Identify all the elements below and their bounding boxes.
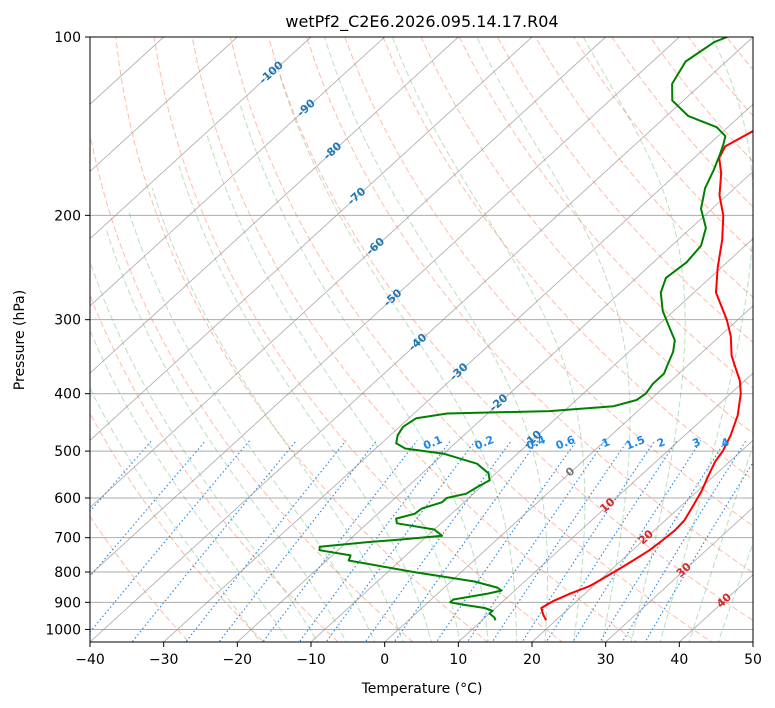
dry-adiabat [90, 515, 190, 642]
isotherm [90, 37, 533, 441]
moist-adiabat [105, 227, 347, 642]
y-tick-label: 700 [54, 531, 81, 547]
moist-adiabat [582, 37, 686, 642]
isotherm [90, 37, 606, 509]
y-axis-ticks: 100 200 300 400 500 600 700 800 900 1000 [45, 30, 90, 638]
isotherm [531, 439, 753, 642]
dry-adiabat [115, 37, 489, 642]
inline-labels: -100-90-80-70-60-50-40-30-20-10010203040… [257, 58, 735, 610]
y-tick-label: 100 [54, 30, 81, 46]
x-axis-label: Temperature (°C) [361, 681, 483, 697]
mixing-ratio-line [364, 440, 512, 642]
mixing-ratio-line [131, 440, 297, 642]
isotherm [310, 238, 753, 642]
mixing-ratio-line [521, 440, 656, 642]
x-tick-label: −20 [223, 652, 253, 668]
isotherm [605, 506, 753, 642]
isotherm [90, 37, 680, 576]
isotherm [384, 305, 753, 642]
dry-adiabat [229, 37, 713, 642]
isotherm [90, 37, 238, 173]
y-tick-label: 1000 [45, 622, 81, 638]
x-tick-label: −10 [296, 652, 326, 668]
moist-adiabat [205, 132, 461, 642]
mixing-ratio-line [90, 440, 251, 633]
plot-frame [89, 36, 754, 643]
isotherm [90, 37, 753, 642]
dry-adiabat [90, 412, 265, 642]
dry-adiabat [382, 37, 753, 481]
x-tick-label: −30 [149, 652, 179, 668]
isotherms [90, 37, 753, 642]
dry-adiabat [267, 37, 753, 622]
isotherm [90, 37, 459, 374]
mixing-ratio-line [491, 440, 629, 642]
x-tick-label: 0 [380, 652, 389, 668]
y-tick-label: 500 [54, 444, 81, 460]
dry-adiabat [90, 293, 339, 642]
moist-adiabat [90, 387, 261, 642]
dry-adiabat [90, 131, 414, 642]
moist-adiabat [178, 165, 432, 642]
x-tick-label: 30 [597, 652, 615, 668]
isotherm [90, 37, 312, 240]
isotherm [90, 37, 385, 307]
dewpoint-profile-line [318, 37, 728, 621]
moist-adiabat [90, 259, 319, 642]
mixing-ratio-label: 3 [691, 435, 703, 450]
mixing-ratio-line [262, 440, 418, 642]
moist-adiabat [278, 72, 517, 642]
isotherm [163, 103, 753, 642]
y-tick-label: 200 [54, 208, 81, 224]
temperature-profile-line [540, 129, 753, 621]
x-tick-label: −40 [75, 652, 105, 668]
sounding-series [318, 37, 753, 621]
mixing-ratio-line [466, 440, 606, 642]
moist-adiabat [239, 104, 489, 642]
y-tick-label: 300 [54, 313, 81, 329]
dry-adiabat [458, 37, 753, 389]
mixing-ratio-label: 2 [655, 435, 667, 450]
y-tick-label: 600 [54, 491, 81, 507]
mixing-ratio-line [644, 461, 753, 642]
y-tick-label: 900 [54, 595, 81, 611]
chart-title: wetPf2_C2E6.2026.095.14.17.R04 [285, 12, 558, 32]
moist-adiabat [151, 188, 404, 642]
y-axis-label: Pressure (hPa) [12, 290, 28, 390]
y-tick-label: 800 [54, 565, 81, 581]
isotherm [237, 170, 753, 642]
mixing-ratio-label: 1 [600, 435, 612, 450]
dry-adiabat [306, 37, 753, 574]
y-tick-label: 400 [54, 387, 81, 403]
x-tick-label: 50 [744, 652, 762, 668]
x-axis-ticks: −40 −30 −20 −10 0 10 20 30 40 50 [75, 642, 762, 668]
plot-area: -100-90-80-70-60-50-40-30-20-10010203040… [90, 37, 753, 642]
isotherm [458, 372, 753, 642]
mixing-ratio-line [393, 440, 539, 642]
x-tick-label: 40 [670, 652, 688, 668]
mixing-ratio-line [545, 440, 678, 642]
mixing-ratio-line [218, 440, 378, 642]
dry-adiabat [496, 37, 753, 344]
moist-adiabat [90, 329, 290, 642]
x-tick-label: 10 [449, 652, 467, 668]
x-tick-label: 20 [523, 652, 541, 668]
